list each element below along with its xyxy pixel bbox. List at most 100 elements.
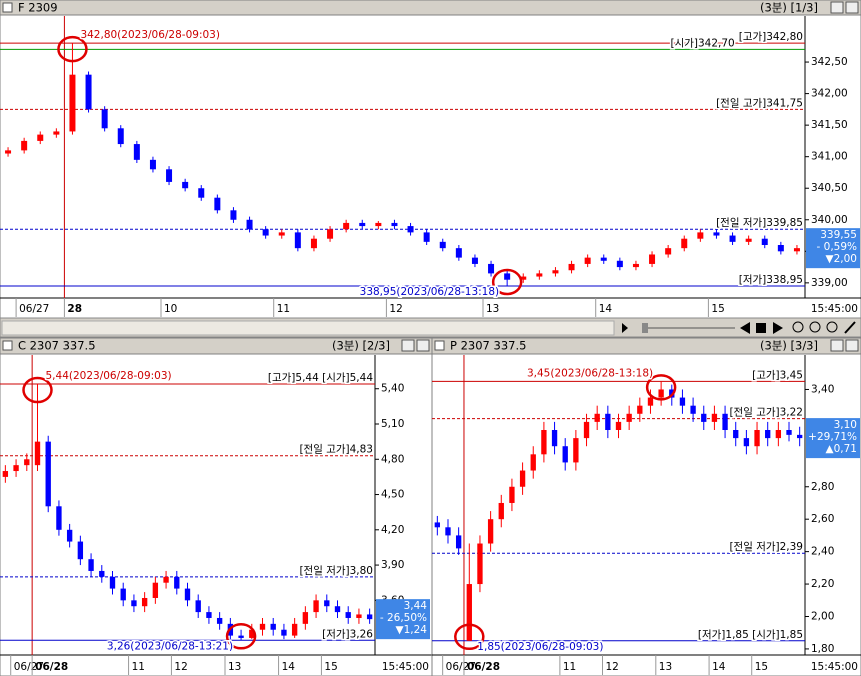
stop-btn[interactable]	[756, 323, 766, 333]
annotation: 338,95(2023/06/28-13:18)	[360, 286, 500, 298]
highlight-circle	[454, 623, 485, 651]
candle-body	[423, 232, 430, 242]
candle-body	[278, 232, 285, 236]
price-box-text: 3,44	[404, 600, 428, 612]
price-box-text: ▼1,24	[396, 624, 428, 636]
candle-body	[743, 438, 750, 447]
zoom-reset[interactable]	[826, 321, 838, 333]
window-button[interactable]	[845, 1, 859, 14]
candle-body	[359, 222, 366, 227]
header-checkbox[interactable]	[434, 340, 445, 351]
candle-body	[697, 232, 704, 239]
candle-body	[101, 109, 108, 129]
x-tick-label: 14	[599, 303, 613, 315]
x-tick-label: 12	[174, 661, 187, 673]
y-tick-label: 2,80	[811, 481, 834, 493]
candle-body	[615, 421, 622, 430]
reference-label: [고가]3,45	[752, 369, 803, 381]
price-box-text: ▲0,71	[826, 443, 857, 455]
window-button[interactable]	[416, 339, 430, 352]
scrollbar[interactable]	[0, 317, 861, 338]
reference-label: [전일 저가]2,39	[729, 540, 803, 553]
candle-body	[13, 465, 19, 472]
window-button[interactable]	[845, 339, 859, 352]
window-button[interactable]	[401, 339, 415, 352]
x-tick-label: 06/28	[467, 661, 500, 673]
annotation: 1,85(2023/06/28-09:03)	[477, 641, 603, 653]
y-tick-label: 5,40	[381, 383, 404, 395]
header-checkbox[interactable]	[2, 340, 13, 351]
candle-body	[391, 222, 398, 227]
reference-label: [고가]342,80	[739, 31, 803, 43]
candle-body	[713, 232, 720, 236]
highlight-circle	[225, 623, 257, 650]
candle-body	[66, 529, 73, 542]
y-tick-label: 3,40	[811, 383, 834, 395]
header-checkbox[interactable]	[2, 2, 13, 13]
x-tick-label: 13	[659, 661, 672, 673]
candle-body	[184, 588, 191, 601]
candle-body	[259, 623, 266, 630]
price-box-text: +29,71%	[808, 431, 857, 443]
prev-btn[interactable]	[740, 322, 750, 334]
candle-body	[375, 222, 382, 227]
candle-body	[504, 273, 511, 280]
y-tick-label: 4,50	[381, 489, 404, 501]
zoom-in[interactable]	[792, 321, 804, 333]
candle-body	[594, 413, 600, 422]
panel-header	[431, 337, 861, 355]
candle-body	[343, 222, 350, 230]
candle-body	[131, 600, 137, 607]
y-tick-label: 341,00	[811, 151, 848, 163]
y-tick-label: 2,20	[811, 578, 834, 590]
candle-body	[214, 197, 221, 211]
zoom-knob[interactable]	[642, 323, 648, 333]
settings[interactable]	[844, 321, 856, 334]
candle-body	[77, 541, 84, 560]
candle-body	[711, 413, 718, 422]
candle-body	[658, 389, 664, 398]
candle-body	[149, 159, 156, 170]
candle-body	[56, 506, 62, 530]
candle-body	[195, 600, 201, 613]
x-tick-label: 12	[606, 661, 619, 673]
window-button[interactable]	[830, 1, 844, 14]
candle-body	[745, 238, 752, 242]
scroll-thumb[interactable]	[1, 320, 615, 336]
candle-body	[246, 219, 253, 230]
window-button[interactable]	[830, 339, 844, 352]
candle-body	[530, 454, 536, 471]
next-btn[interactable]	[773, 322, 783, 334]
candle-body	[174, 576, 180, 589]
candle-body	[729, 235, 736, 242]
panel-header	[0, 0, 861, 16]
candle-body	[238, 635, 244, 638]
x-tick-label: 06/27	[14, 661, 44, 673]
candle-body	[69, 74, 76, 132]
x-tick-label: 13	[486, 303, 499, 315]
candle-body	[249, 629, 255, 638]
candle-body	[568, 263, 575, 271]
reference-label: [저가]1,85 [시가]1,85	[698, 629, 803, 641]
reference-label: [전일 저가]3,80	[299, 564, 373, 577]
zoom-out[interactable]	[809, 321, 821, 333]
candle-body	[230, 210, 237, 220]
candle-body	[541, 430, 547, 455]
candle-body	[616, 260, 623, 268]
scroll-right[interactable]	[622, 323, 628, 333]
candle-body	[434, 522, 440, 528]
price-box	[806, 418, 860, 459]
candle-body	[637, 405, 643, 414]
candle-body	[270, 623, 276, 630]
candle-body	[85, 74, 92, 110]
x-tick-label: 11	[277, 303, 290, 315]
reference-label: [전일 고가]3,22	[729, 406, 803, 419]
x-end-label: 15:45:00	[811, 661, 858, 673]
candle-body	[477, 543, 483, 585]
annotation: 5,44(2023/06/28-09:03)	[46, 370, 172, 382]
candle-body	[445, 527, 451, 536]
candle-body	[5, 150, 12, 154]
y-tick-label: 341,50	[811, 119, 848, 131]
candle-body	[455, 248, 462, 258]
